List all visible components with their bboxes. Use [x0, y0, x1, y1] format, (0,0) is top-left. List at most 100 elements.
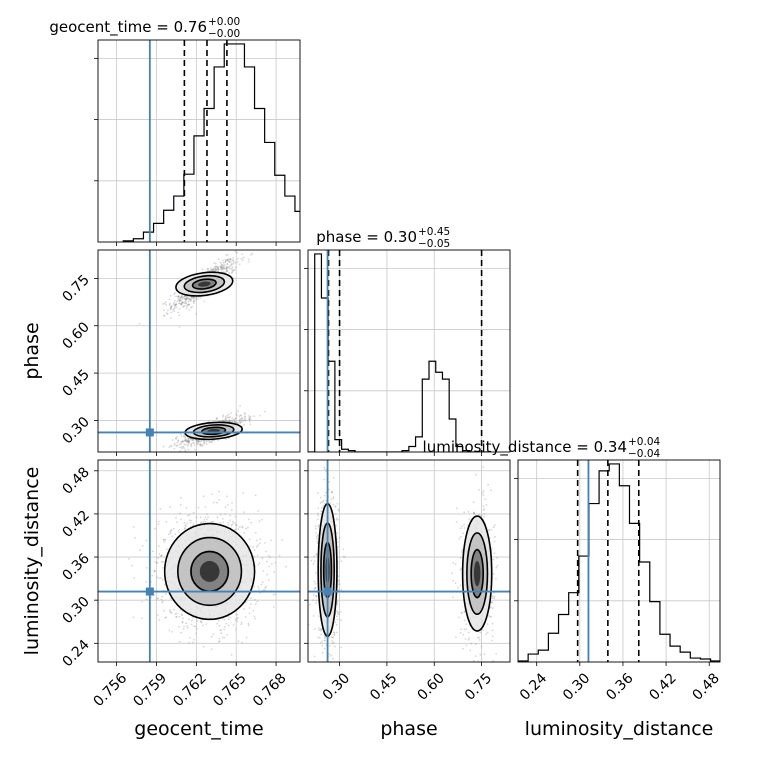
sample-point	[455, 507, 458, 510]
x-tick-label: 0.30	[560, 670, 593, 703]
sample-point	[319, 672, 321, 674]
sample-point	[468, 518, 471, 520]
sample-point	[207, 269, 210, 271]
sample-point	[161, 554, 164, 557]
sample-point	[180, 435, 183, 438]
sample-point	[184, 295, 186, 297]
sample-point	[224, 626, 227, 628]
sample-point	[217, 268, 220, 270]
sample-point	[270, 539, 272, 542]
sample-point	[190, 445, 193, 448]
sample-point	[175, 444, 178, 447]
sample-point	[328, 653, 331, 655]
sample-point	[243, 608, 245, 610]
sample-point	[165, 304, 168, 306]
sample-point	[491, 595, 494, 598]
sample-point	[180, 299, 183, 302]
sample-point	[226, 416, 229, 419]
sample-point	[173, 299, 176, 302]
sample-point	[250, 253, 253, 256]
sample-point	[219, 521, 222, 524]
sample-point	[321, 506, 323, 509]
sample-point	[491, 547, 493, 550]
sample-point	[227, 419, 230, 422]
sample-point	[228, 419, 231, 421]
sample-point	[242, 256, 245, 259]
sample-point	[224, 415, 227, 418]
sample-point	[181, 614, 184, 617]
sample-point	[215, 268, 218, 271]
sample-point	[169, 597, 172, 600]
sample-point	[461, 548, 464, 551]
sample-point	[330, 498, 333, 501]
sample-point	[188, 309, 191, 311]
sample-point	[182, 446, 185, 448]
sample-point	[181, 301, 183, 304]
sample-point	[220, 629, 223, 631]
sample-point	[340, 646, 343, 649]
sample-point	[315, 553, 318, 555]
sample-point	[323, 466, 326, 469]
sample-point	[221, 517, 224, 520]
sample-point	[214, 269, 217, 272]
sample-point	[183, 295, 186, 298]
sample-point	[177, 295, 180, 297]
sample-point	[247, 258, 250, 261]
contour-line	[163, 522, 256, 621]
sample-point	[337, 580, 340, 582]
sample-point	[181, 303, 183, 306]
sample-point	[177, 531, 180, 534]
sample-point	[495, 653, 498, 655]
sample-point	[322, 458, 324, 460]
sample-point	[241, 641, 244, 644]
sample-point	[272, 606, 275, 608]
sample-point	[164, 301, 167, 303]
sample-point	[188, 437, 191, 440]
sample-point	[170, 311, 173, 314]
x-tick-label: 0.765	[210, 670, 250, 710]
sample-point	[185, 439, 188, 442]
sample-point	[217, 258, 220, 261]
sample-point	[248, 416, 251, 419]
sample-point	[249, 423, 252, 426]
sample-point	[191, 438, 194, 441]
sample-point	[153, 570, 156, 572]
sample-point	[248, 417, 251, 420]
sample-point	[254, 531, 257, 534]
sample-point	[199, 443, 202, 445]
sample-point	[188, 441, 190, 443]
sample-point	[179, 299, 182, 302]
sample-point	[313, 588, 316, 590]
contour-line	[175, 271, 234, 297]
sample-point	[161, 595, 164, 598]
sample-point	[225, 269, 228, 272]
sample-point	[184, 298, 187, 300]
sample-point	[230, 272, 233, 275]
sample-point	[180, 302, 182, 305]
sample-point	[169, 506, 172, 509]
sample-point	[465, 628, 467, 630]
sample-point	[219, 265, 222, 268]
sample-point	[226, 414, 229, 417]
sample-point	[482, 490, 485, 492]
sample-point	[472, 659, 475, 662]
sample-point	[182, 628, 185, 630]
sample-point	[131, 564, 133, 567]
sample-point	[332, 657, 334, 660]
sample-point	[340, 560, 343, 563]
sample-point	[315, 595, 318, 598]
sample-point	[241, 526, 244, 529]
title-text: geocent_time = 0.76	[49, 18, 207, 37]
sample-point	[469, 649, 472, 652]
sample-point	[468, 637, 470, 639]
sample-point	[234, 618, 237, 621]
sample-point	[222, 259, 224, 262]
sample-point	[230, 264, 233, 266]
sample-point	[171, 535, 174, 538]
sample-point	[141, 545, 144, 547]
sample-point	[223, 263, 226, 266]
sample-point	[208, 441, 211, 443]
sample-point	[452, 596, 454, 599]
sample-point	[187, 514, 189, 517]
sample-point	[314, 582, 317, 585]
